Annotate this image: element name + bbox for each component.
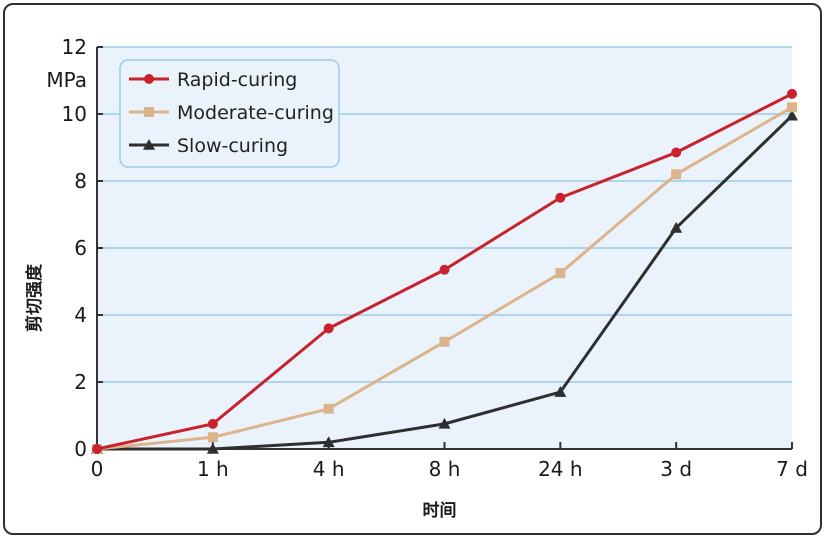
y-tick-label: 2 [74, 370, 87, 394]
x-tick-label: 0 [91, 457, 104, 481]
x-tick-label: 1 h [197, 457, 229, 481]
y-tick-labels: 0 2 4 6 8 10 12 [62, 35, 87, 461]
data-point [92, 444, 102, 454]
x-tick-labels: 0 1 h 4 h 8 h 24 h 3 d 7 d [91, 457, 808, 481]
legend-label: Slow-curing [177, 135, 288, 157]
data-point [438, 417, 451, 429]
data-point [670, 221, 683, 233]
data-point [206, 443, 219, 454]
data-point [439, 264, 450, 275]
x-tick-label: 7 d [776, 457, 808, 481]
data-point [439, 336, 450, 347]
series-group [91, 88, 798, 454]
data-point [323, 323, 334, 334]
y-tick-label: 10 [62, 102, 87, 126]
legend-item: Moderate-curing [129, 102, 334, 124]
data-point [554, 386, 567, 397]
x-axis-title: 时间 [423, 500, 457, 521]
x-tick-label: 4 h [313, 457, 345, 481]
data-point [207, 432, 218, 443]
y-tick-label: 12 [62, 35, 87, 59]
series-rapid-curing [92, 88, 797, 454]
y-tick-label: 0 [74, 437, 87, 461]
legend-marker [144, 74, 154, 84]
data-point [555, 192, 566, 203]
data-point [787, 102, 797, 113]
x-tick-label: 8 h [429, 457, 461, 481]
x-tick-label: 3 d [660, 457, 692, 481]
data-point [207, 418, 218, 429]
y-tick-label: 8 [74, 169, 87, 193]
data-point [323, 403, 334, 414]
legend-label: Rapid-curing [177, 69, 297, 91]
gridlines [97, 46, 792, 383]
data-point [671, 169, 682, 180]
data-point [555, 268, 566, 279]
x-tick-label: 24 h [538, 457, 582, 481]
y-tick-label: 4 [74, 303, 87, 327]
legend-item: Slow-curing [129, 135, 288, 157]
legend-marker [144, 107, 154, 117]
legend: Rapid-curing Moderate-curing Slow-curing [119, 59, 340, 168]
legend-label: Moderate-curing [177, 102, 334, 124]
legend-marker [143, 139, 155, 150]
y-tick-label: 6 [74, 236, 87, 260]
y-unit-label: MPa [46, 68, 87, 92]
data-point [787, 88, 797, 99]
y-axis-title: 剪切强度 [24, 263, 45, 332]
legend-box [119, 59, 340, 168]
data-point [786, 109, 798, 121]
legend-item: Rapid-curing [129, 69, 297, 91]
data-point [671, 147, 682, 158]
data-point [322, 436, 335, 448]
